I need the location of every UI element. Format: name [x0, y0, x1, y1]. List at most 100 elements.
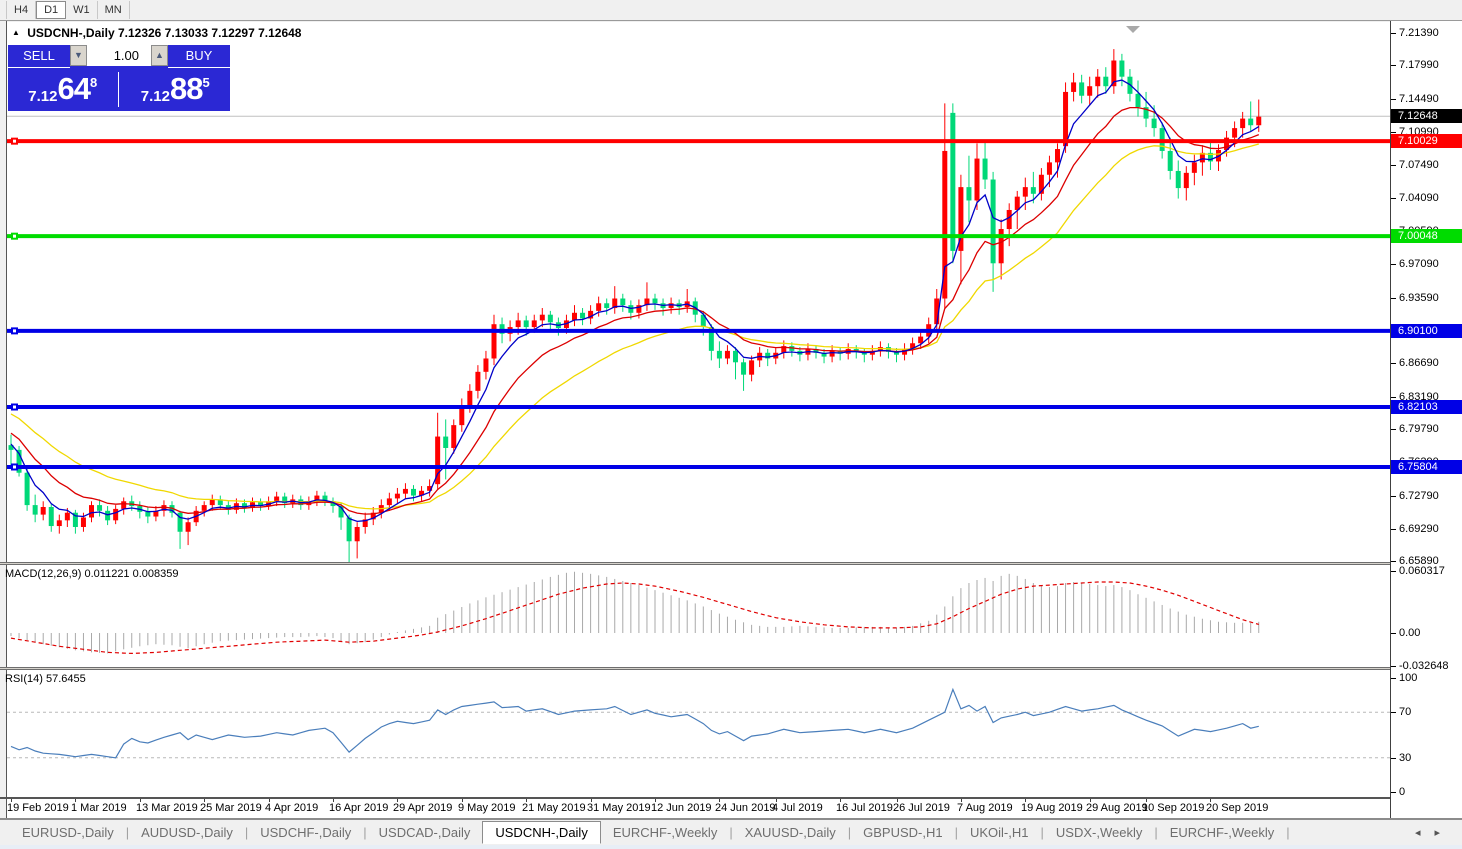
date-tick — [840, 799, 841, 802]
candlestick-chart-canvas[interactable] — [7, 22, 1390, 562]
window-bottom-strip — [0, 845, 1462, 849]
one-click-trading-panel: SELL ▼ ▲ BUY 7.12648 7.12885 — [8, 45, 230, 111]
horizontal-line-6.75804[interactable] — [7, 463, 1390, 471]
date-tick — [526, 799, 527, 802]
horizontal-line-7.00048[interactable] — [7, 232, 1390, 240]
date-tick — [655, 799, 656, 802]
hline-price-flag: 6.75804 — [1391, 460, 1462, 474]
volume-increase-button[interactable]: ▲ — [151, 45, 168, 66]
tab-separator: | — [847, 825, 852, 840]
date-label: 29 Apr 2019 — [393, 802, 453, 814]
tab-eurchf-weekly[interactable]: EURCHF-,Weekly — [1169, 825, 1275, 840]
tab-separator: | — [954, 825, 958, 840]
price-tick: 6.69290 — [1391, 522, 1439, 536]
tab-separator: | — [1040, 825, 1044, 840]
date-label: 9 May 2019 — [458, 802, 516, 814]
tab-scroll-arrows[interactable]: ◂▸ — [1415, 826, 1454, 839]
rsi-label: RSI(14) 57.6455 — [5, 673, 86, 685]
date-tick — [1025, 799, 1026, 802]
date-tick — [1146, 799, 1147, 802]
timeframe-w1-button[interactable]: W1 — [66, 1, 98, 19]
macd-tick: 0.060317 — [1391, 564, 1445, 578]
price-tick: 6.93590 — [1391, 291, 1439, 305]
chart-window: 7.21390 7.17990 7.14490 7.10990 7.07490 7.040… — [0, 21, 1462, 849]
collapse-icon: ▲ — [12, 28, 20, 37]
hline-price-flag: 6.82103 — [1391, 400, 1462, 414]
tab-separator: | — [125, 825, 130, 840]
price-axis[interactable]: 7.21390 7.17990 7.14490 7.10990 7.07490 7.040… — [1390, 21, 1462, 818]
date-tick — [462, 799, 463, 802]
date-tick — [140, 799, 141, 802]
triangle-down-icon: ▼ — [74, 50, 83, 60]
volume-input[interactable] — [87, 45, 151, 66]
timeframe-toolbar: H4 D1 W1 MN — [0, 0, 1462, 21]
macd-chart-canvas[interactable] — [7, 565, 1390, 667]
buy-price-display[interactable]: 7.12885 — [140, 71, 210, 106]
date-label: 21 May 2019 — [522, 802, 586, 814]
volume-decrease-button[interactable]: ▼ — [70, 45, 87, 66]
horizontal-line-6.82103[interactable] — [7, 403, 1390, 411]
main-chart-panel[interactable] — [7, 22, 1390, 562]
panel-separator[interactable] — [0, 667, 1390, 670]
tab-separator: | — [363, 825, 367, 840]
tab-usdx-weekly[interactable]: USDX-,Weekly — [1055, 825, 1143, 840]
date-tick — [897, 799, 898, 802]
date-tick — [333, 799, 334, 802]
price-tick: 6.72790 — [1391, 489, 1439, 503]
macd-indicator-panel[interactable] — [7, 565, 1390, 667]
price-tick: 6.86690 — [1391, 356, 1439, 370]
macd-label: MACD(12,26,9) 0.011221 0.008359 — [5, 568, 179, 580]
date-label: 24 Jun 2019 — [715, 802, 776, 814]
scroll-right-icon: ▸ — [1434, 827, 1454, 839]
timeframe-mn-button[interactable]: MN — [98, 1, 130, 19]
horizontal-line-7.10029[interactable] — [7, 137, 1390, 145]
rsi-tick: 100 — [1391, 671, 1417, 685]
date-tick — [961, 799, 962, 802]
date-tick — [1210, 799, 1211, 802]
hline-price-flag: 6.90100 — [1391, 324, 1462, 338]
tab-usdcnh-daily[interactable]: USDCNH-,Daily — [482, 821, 601, 844]
tab-separator: | — [729, 825, 733, 840]
timeframe-d1-button[interactable]: D1 — [36, 1, 67, 19]
panel-separator[interactable] — [0, 562, 1390, 565]
date-axis[interactable]: 19 Feb 2019 1 Mar 2019 13 Mar 2019 25 Mar 2… — [7, 799, 1390, 818]
tab-usdchf-daily[interactable]: USDCHF-,Daily — [260, 825, 352, 840]
buy-button[interactable]: BUY — [168, 45, 230, 68]
date-label: 19 Feb 2019 — [7, 802, 69, 814]
macd-tick: 0.00 — [1391, 626, 1420, 640]
tab-ukoil-h1[interactable]: UKOil-,H1 — [969, 825, 1029, 840]
date-tick — [591, 799, 592, 802]
chart-tab-bar: EURUSD-,Daily | AUDUSD-,Daily | USDCHF-,Dail… — [0, 820, 1462, 846]
date-tick — [269, 799, 270, 802]
scroll-left-icon: ◂ — [1414, 827, 1435, 839]
tab-gbpusd-h1[interactable]: GBPUSD-,H1 — [863, 825, 943, 840]
rsi-indicator-panel[interactable] — [7, 670, 1390, 797]
ma-slow-line — [10, 143, 1259, 510]
tab-audusd-daily[interactable]: AUDUSD-,Daily — [141, 825, 233, 840]
date-label: 13 Mar 2019 — [136, 802, 198, 814]
chart-shift-marker[interactable] — [1126, 26, 1140, 33]
date-label: 1 Mar 2019 — [71, 802, 127, 814]
macd-tick: -0.032648 — [1391, 659, 1449, 673]
divider — [117, 72, 121, 107]
tab-separator: | — [1154, 825, 1158, 840]
tab-eurusd-daily[interactable]: EURUSD-,Daily — [22, 825, 114, 840]
tab-separator: | — [1286, 825, 1290, 840]
price-tick: 7.04090 — [1391, 191, 1439, 205]
horizontal-line-6.90100[interactable] — [7, 327, 1390, 335]
sell-button[interactable]: SELL — [8, 45, 70, 68]
price-tick: 7.07490 — [1391, 158, 1439, 172]
sell-price-display[interactable]: 7.12648 — [28, 71, 98, 106]
date-label: 7 Aug 2019 — [957, 802, 1013, 814]
timeframe-h4-button[interactable]: H4 — [6, 1, 37, 19]
tab-usdcad-daily[interactable]: USDCAD-,Daily — [378, 825, 471, 840]
date-tick — [11, 799, 12, 802]
price-tick: 6.65890 — [1391, 554, 1439, 568]
divider — [0, 818, 1462, 820]
tab-eurchf-weekly[interactable]: EURCHF-,Weekly — [612, 825, 718, 840]
hline-price-flag: 7.10029 — [1391, 134, 1462, 148]
rsi-chart-canvas[interactable] — [7, 670, 1390, 797]
rsi-line — [10, 687, 1259, 759]
date-tick — [397, 799, 398, 802]
tab-xauusd-daily[interactable]: XAUUSD-,Daily — [744, 825, 836, 840]
